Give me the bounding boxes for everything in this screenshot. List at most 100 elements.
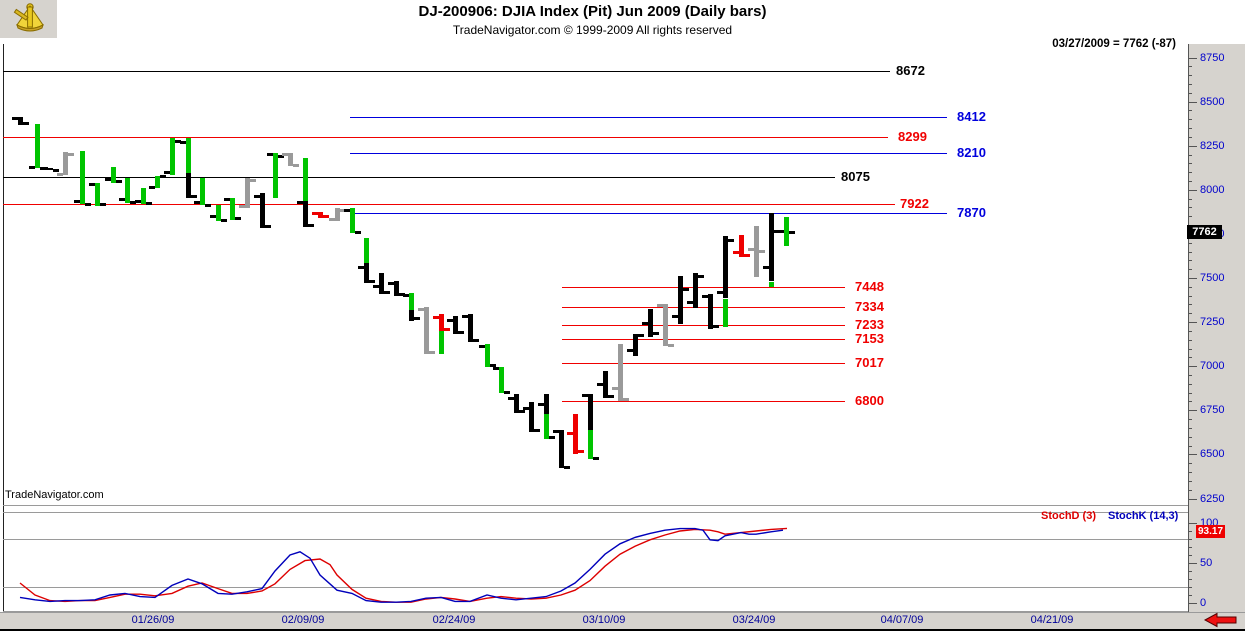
price-bar bbox=[288, 153, 293, 167]
bar-close-tick bbox=[774, 230, 780, 233]
bar-close-tick bbox=[399, 293, 405, 296]
stoch-panel-bottom-border bbox=[3, 611, 1188, 612]
axis-tick bbox=[1188, 322, 1197, 323]
stoch-axis-label: 50 bbox=[1200, 557, 1213, 569]
axis-tick bbox=[1188, 84, 1192, 85]
axis-tick bbox=[1188, 357, 1192, 358]
bar-open-tick bbox=[612, 387, 618, 390]
price-level-label: 7233 bbox=[855, 317, 884, 332]
price-bar bbox=[453, 316, 458, 335]
bar-close-tick bbox=[713, 325, 719, 328]
bar-open-tick bbox=[29, 166, 35, 169]
bar-open-tick bbox=[433, 316, 439, 319]
bar-open-tick bbox=[149, 186, 155, 189]
bar-close-tick bbox=[175, 140, 181, 143]
bar-close-tick bbox=[68, 153, 74, 156]
bar-open-tick bbox=[358, 266, 364, 269]
price-bar bbox=[603, 371, 608, 399]
axis-tick bbox=[1188, 252, 1192, 253]
price-bar bbox=[633, 334, 638, 357]
bar-close-tick bbox=[534, 429, 540, 432]
price-bar bbox=[723, 299, 728, 328]
bar-close-tick bbox=[235, 217, 241, 220]
axis-tick bbox=[1188, 146, 1197, 147]
bar-close-tick bbox=[458, 331, 464, 334]
app-logo[interactable] bbox=[0, 0, 57, 38]
bar-open-tick bbox=[373, 285, 379, 288]
bar-open-tick bbox=[582, 394, 588, 397]
bar-open-tick bbox=[597, 383, 603, 386]
bar-open-tick bbox=[687, 301, 693, 304]
price-bar bbox=[739, 235, 744, 258]
price-level-label: 8075 bbox=[841, 169, 870, 184]
price-bar bbox=[48, 168, 53, 171]
axis-tick bbox=[1188, 454, 1197, 455]
legend-stochd[interactable]: StochD (3) bbox=[1041, 510, 1096, 522]
price-bar bbox=[529, 402, 534, 433]
bar-close-tick bbox=[744, 254, 750, 257]
bar-open-tick bbox=[748, 248, 754, 251]
bar-close-tick bbox=[191, 195, 197, 198]
price-chart-panel[interactable] bbox=[3, 44, 1188, 505]
price-axis-label: 7250 bbox=[1200, 316, 1225, 328]
date-label: 04/07/09 bbox=[880, 614, 924, 626]
price-bar bbox=[468, 314, 473, 343]
price-bar bbox=[769, 282, 774, 287]
price-bar bbox=[439, 331, 444, 355]
bar-open-tick bbox=[403, 294, 409, 297]
bar-open-tick bbox=[538, 403, 544, 406]
price-level-label: 7870 bbox=[957, 205, 986, 220]
axis-tick bbox=[1188, 207, 1192, 208]
axis-tick bbox=[1188, 163, 1192, 164]
bar-open-tick bbox=[267, 153, 273, 156]
bar-close-tick bbox=[278, 155, 284, 158]
bar-close-tick bbox=[369, 280, 375, 283]
price-bar bbox=[186, 138, 191, 173]
bar-open-tick bbox=[344, 209, 350, 212]
axis-tick bbox=[1188, 419, 1192, 420]
price-bar bbox=[409, 310, 414, 322]
bar-close-tick bbox=[490, 364, 496, 367]
price-bar bbox=[170, 138, 175, 175]
axis-tick bbox=[1188, 446, 1192, 447]
price-level-line bbox=[3, 71, 890, 72]
bar-open-tick bbox=[763, 266, 769, 269]
bar-close-tick bbox=[549, 436, 555, 439]
axis-tick bbox=[1188, 331, 1192, 332]
price-bar bbox=[544, 414, 549, 440]
bar-close-tick bbox=[340, 209, 346, 212]
bar-open-tick bbox=[717, 291, 723, 294]
bar-close-tick bbox=[323, 215, 329, 218]
price-panel-bottom-border bbox=[3, 505, 1188, 506]
price-bar bbox=[350, 208, 355, 233]
price-level-line bbox=[562, 339, 845, 340]
price-bar bbox=[63, 152, 68, 175]
bar-open-tick bbox=[57, 173, 63, 176]
bar-close-tick bbox=[23, 122, 29, 125]
bar-open-tick bbox=[388, 282, 394, 285]
price-level-line bbox=[350, 153, 947, 154]
scroll-to-latest-arrow-button[interactable] bbox=[1203, 612, 1238, 628]
axis-tick bbox=[1188, 216, 1192, 217]
bar-close-tick bbox=[429, 351, 435, 354]
axis-tick bbox=[1188, 410, 1197, 411]
current-price-box: 7762 bbox=[1187, 225, 1222, 239]
price-bar bbox=[394, 281, 399, 296]
price-bar bbox=[95, 183, 100, 206]
axis-tick bbox=[1188, 401, 1192, 402]
right-axis-strip bbox=[1188, 44, 1245, 612]
bar-close-tick bbox=[221, 219, 227, 222]
price-level-label: 8672 bbox=[896, 63, 925, 78]
price-bar bbox=[80, 151, 85, 205]
price-level-label: 6800 bbox=[855, 393, 884, 408]
price-level-label: 7448 bbox=[855, 279, 884, 294]
legend-stochk[interactable]: StochK (14,3) bbox=[1108, 510, 1179, 522]
axis-tick bbox=[1188, 587, 1192, 588]
stoch-series-d bbox=[19, 527, 788, 603]
axis-tick bbox=[1188, 269, 1192, 270]
price-bar bbox=[364, 263, 369, 283]
bar-open-tick bbox=[239, 205, 245, 208]
bar-close-tick bbox=[759, 250, 765, 253]
bar-close-tick bbox=[698, 275, 704, 278]
price-bar bbox=[141, 188, 146, 204]
